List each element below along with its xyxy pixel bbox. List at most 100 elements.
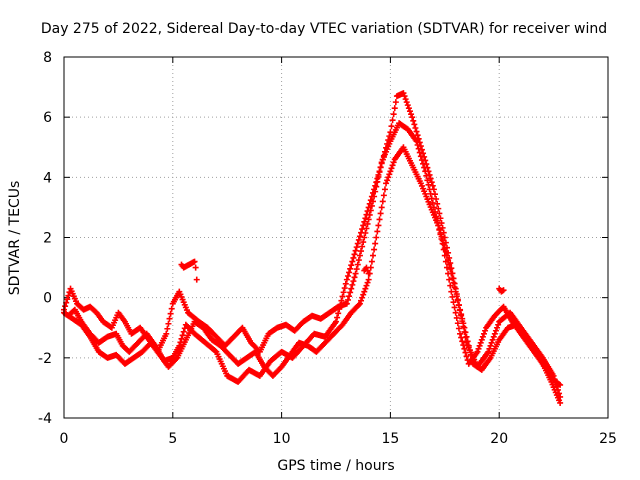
data-point-marker — [436, 226, 443, 233]
data-point-marker — [455, 302, 462, 309]
data-point-marker — [339, 293, 346, 300]
data-point-marker — [365, 276, 372, 283]
data-point-marker — [348, 262, 355, 269]
y-axis-label: SDTVAR / TECUs — [7, 181, 23, 296]
data-point-marker — [459, 315, 466, 322]
data-point-marker — [403, 99, 410, 106]
y-tick-label: -2 — [38, 351, 52, 367]
data-point-marker — [355, 236, 362, 243]
data-point-marker — [335, 310, 342, 317]
data-point-marker — [455, 325, 462, 332]
data-point-marker — [163, 330, 170, 337]
data-point-marker — [439, 224, 446, 231]
data-point-marker — [354, 261, 361, 268]
data-point-marker — [371, 193, 378, 200]
data-point-marker — [352, 247, 359, 254]
y-tick-label: 4 — [43, 170, 52, 186]
data-point-marker — [427, 190, 434, 197]
data-point-marker — [411, 121, 418, 128]
data-point-marker — [429, 182, 436, 189]
data-point-marker — [180, 328, 187, 335]
data-point-marker — [362, 215, 369, 222]
data-point-marker — [462, 329, 469, 336]
data-point-marker — [348, 285, 355, 292]
data-point-marker — [363, 282, 370, 289]
data-point-marker — [367, 207, 374, 214]
data-point-marker — [383, 180, 390, 187]
data-point-marker — [476, 342, 483, 349]
data-point-marker — [390, 111, 397, 118]
data-point-marker — [388, 123, 395, 130]
data-point-marker — [354, 240, 361, 247]
data-point-marker — [475, 345, 482, 352]
data-point-marker — [165, 320, 172, 327]
data-point-marker — [173, 355, 180, 362]
data-point-marker — [469, 356, 475, 363]
data-point-marker — [405, 105, 412, 112]
data-point-marker — [463, 333, 470, 340]
data-point-marker — [356, 300, 363, 307]
data-point-marker — [386, 171, 393, 178]
data-point-marker — [352, 270, 359, 277]
data-point-marker — [349, 281, 356, 288]
data-point-marker — [389, 162, 396, 169]
data-point-marker — [477, 339, 484, 346]
data-point-marker — [445, 257, 452, 264]
y-axis-ticks: -4 -2 0 2 4 6 8 — [38, 50, 608, 427]
data-point-marker — [350, 254, 357, 261]
data-point-marker — [363, 264, 370, 271]
data-point-marker — [347, 289, 354, 296]
data-point-marker — [375, 173, 382, 180]
y-tick-label: 8 — [43, 50, 52, 66]
data-point-marker — [408, 111, 415, 118]
data-point-marker — [362, 285, 369, 292]
data-point-marker — [346, 293, 353, 300]
data-point-marker — [464, 338, 471, 345]
plot-frame — [63, 56, 609, 419]
data-point-marker — [453, 314, 460, 321]
data-point-marker — [361, 234, 368, 241]
data-point-marker — [360, 239, 367, 246]
data-point-marker — [392, 99, 399, 106]
data-point-marker — [342, 280, 349, 287]
data-point-marker — [443, 252, 450, 259]
data-point-marker — [368, 258, 375, 265]
data-point-marker — [440, 241, 447, 248]
data-point-marker — [438, 233, 445, 240]
data-point-marker — [451, 304, 458, 311]
data-point-marker — [380, 192, 387, 199]
data-point-marker — [378, 204, 385, 211]
data-point-marker — [364, 267, 371, 274]
data-point-marker — [356, 233, 363, 240]
data-point-marker — [353, 244, 360, 251]
data-point-marker — [355, 301, 362, 308]
data-point-marker — [344, 273, 351, 280]
data-point-marker — [441, 245, 448, 252]
data-point-marker — [192, 264, 199, 271]
data-point-marker — [344, 296, 351, 303]
data-point-marker — [377, 164, 384, 171]
data-point-marker — [465, 342, 472, 349]
data-point-marker — [557, 399, 564, 406]
data-point-marker — [474, 348, 481, 355]
data-point-marker — [353, 266, 360, 273]
data-point-marker — [369, 198, 376, 205]
data-points — [61, 90, 564, 406]
data-point-marker — [450, 279, 457, 286]
data-point-marker — [420, 160, 427, 167]
data-point-marker — [449, 275, 456, 282]
data-point-marker — [406, 108, 413, 115]
data-point-marker — [494, 324, 501, 331]
data-point-marker — [426, 171, 433, 178]
data-point-marker — [442, 248, 449, 255]
data-point-marker — [437, 215, 444, 222]
y-tick-label: -4 — [38, 411, 52, 427]
data-point-marker — [62, 303, 69, 310]
data-point-marker — [417, 153, 424, 160]
data-point-marker — [418, 157, 425, 164]
data-point-marker — [488, 339, 495, 346]
data-point-marker — [409, 114, 416, 121]
data-point-marker — [347, 265, 354, 272]
data-point-marker — [178, 335, 185, 342]
data-point-marker — [333, 318, 339, 325]
